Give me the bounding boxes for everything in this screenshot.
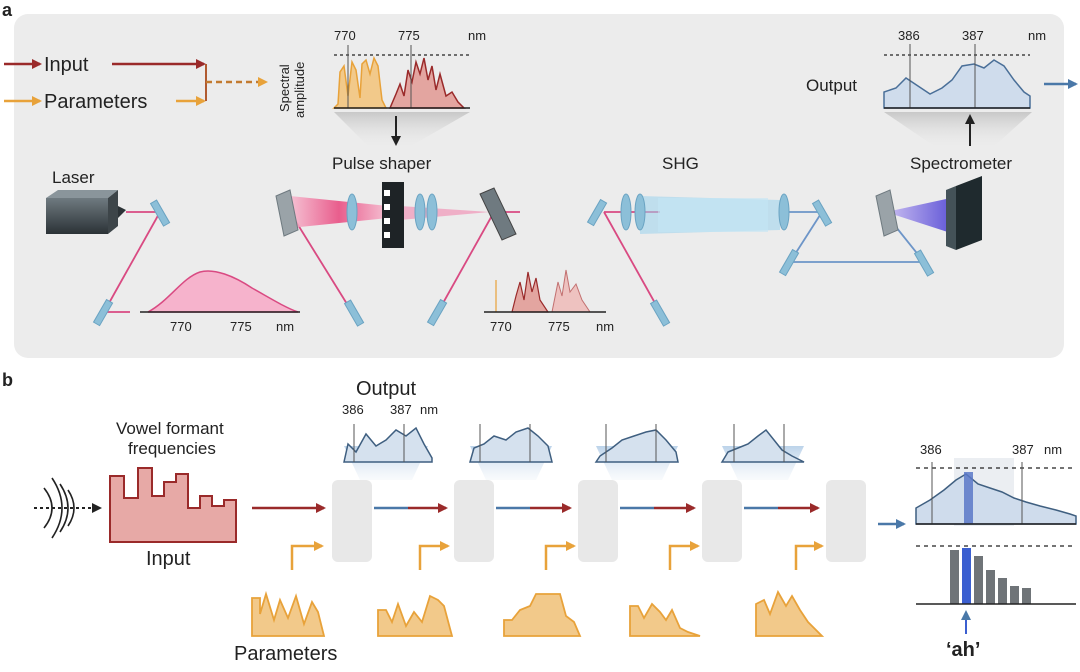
stage-param-arrow xyxy=(290,541,324,570)
classifier-bar xyxy=(1010,586,1019,604)
panel-a-background xyxy=(14,14,1064,358)
spectrometer-beam xyxy=(886,196,960,236)
shaped-spectrum-main xyxy=(511,271,550,313)
shaped-spectrum-tail xyxy=(551,269,591,313)
output-label: Output xyxy=(806,76,857,95)
output-tick-386: 386 xyxy=(898,28,920,43)
optical-gratings xyxy=(275,187,899,241)
shaped-tick-775: 775 xyxy=(548,319,570,334)
stage-parameter-signal xyxy=(377,594,454,637)
stage-5 xyxy=(755,480,866,637)
output-tick-387-b: 387 xyxy=(390,402,412,417)
stage-output-spectrum xyxy=(594,429,679,463)
shg-crystal xyxy=(658,198,768,232)
output-title: Output xyxy=(356,378,416,400)
classifier-bar xyxy=(950,550,959,604)
optical-mirrors xyxy=(92,193,935,327)
laser-label: Laser xyxy=(52,168,95,187)
stage-param-arrow xyxy=(668,541,700,570)
final-output-plot: 386 387 nm xyxy=(915,442,1077,526)
stage-output-spectrum xyxy=(469,427,553,463)
classifier-bar xyxy=(1022,588,1031,604)
top-unit: nm xyxy=(468,28,486,43)
panel-b-letter: b xyxy=(2,370,13,390)
pulse-shaper-label: Pulse shaper xyxy=(332,154,432,173)
laser-device xyxy=(46,190,126,234)
stage-2 xyxy=(377,424,572,637)
output-unit: nm xyxy=(1028,28,1046,43)
output-unit-b: nm xyxy=(420,402,438,417)
stage-param-arrow xyxy=(794,541,824,570)
shaped-spectrum-plot: 770 775 nm xyxy=(484,269,614,334)
final-tick-386: 386 xyxy=(920,442,942,457)
classifier-bar xyxy=(974,556,983,604)
shaper-input-beam xyxy=(290,196,388,228)
laser-spectrum-plot: 770 775 nm xyxy=(140,270,300,334)
shg-label: SHG xyxy=(662,154,699,173)
stage-block xyxy=(332,480,372,562)
stage-1 xyxy=(251,424,448,637)
classifier-bar xyxy=(998,578,1007,604)
vowel-classifier-bars: ‘ah’ xyxy=(916,545,1076,661)
parameter-spectrum xyxy=(332,55,388,109)
vowel-result-label: ‘ah’ xyxy=(946,639,980,661)
spectral-axis-label-2: amplitude xyxy=(292,62,307,118)
stage-parameter-signal xyxy=(755,589,825,637)
final-selected-band xyxy=(964,472,973,524)
classifier-bar-selected xyxy=(962,548,971,604)
output-tick-386-b: 386 xyxy=(342,402,364,417)
stage-4 xyxy=(629,424,820,637)
spectrometer-label: Spectrometer xyxy=(910,154,1012,173)
output-spectrum-plot: Output 386 387 nm xyxy=(806,28,1046,109)
pulse-shaper-mask xyxy=(382,182,404,248)
stage-param-arrow xyxy=(544,541,576,570)
laser-tick-775: 775 xyxy=(230,319,252,334)
final-unit: nm xyxy=(1044,442,1062,457)
spectral-amplitude-plot: Spectral amplitude 770 775 nm xyxy=(277,28,486,118)
classifier-bar xyxy=(986,570,995,604)
stage-parameter-signal xyxy=(503,593,582,637)
vowel-label-1: Vowel formant xyxy=(116,419,224,438)
stage-param-arrow xyxy=(418,541,450,570)
processing-chain xyxy=(251,424,906,637)
input-label-b: Input xyxy=(146,548,191,570)
panel-a-letter: a xyxy=(2,0,13,20)
laser-unit: nm xyxy=(276,319,294,334)
stage-parameter-signal xyxy=(629,602,701,637)
stage-block xyxy=(454,480,494,562)
spectral-axis-label-1: Spectral xyxy=(277,64,292,112)
shaped-unit: nm xyxy=(596,319,614,334)
input-legend-label: Input xyxy=(44,54,89,76)
stage-3 xyxy=(503,424,696,637)
parameters-legend-label: Parameters xyxy=(44,91,147,113)
spectrometer-funnel xyxy=(884,112,1032,150)
final-output-spectrum xyxy=(915,473,1077,525)
output-spectrum xyxy=(883,59,1031,109)
output-tick-387: 387 xyxy=(962,28,984,43)
stage-parameter-signal xyxy=(251,590,326,637)
stage-block xyxy=(578,480,618,562)
shaped-tick-770: 770 xyxy=(490,319,512,334)
input-spectrum xyxy=(388,57,466,109)
stage-output-spectrum xyxy=(343,426,433,463)
stage-block xyxy=(826,480,866,562)
pulse-shaper-funnel xyxy=(334,112,470,150)
top-tick-775: 775 xyxy=(398,28,420,43)
spectrometer-detector xyxy=(946,176,982,250)
sound-wave-icon xyxy=(43,477,75,539)
final-tick-387: 387 xyxy=(1012,442,1034,457)
stage-block xyxy=(702,480,742,562)
parameters-label-b: Parameters xyxy=(234,643,337,665)
top-tick-770: 770 xyxy=(334,28,356,43)
laser-tick-770: 770 xyxy=(170,319,192,334)
vowel-formant-input-signal xyxy=(109,467,237,543)
vowel-label-2: frequencies xyxy=(128,439,216,458)
laser-beam-path xyxy=(103,211,661,313)
laser-spectrum xyxy=(147,270,299,313)
